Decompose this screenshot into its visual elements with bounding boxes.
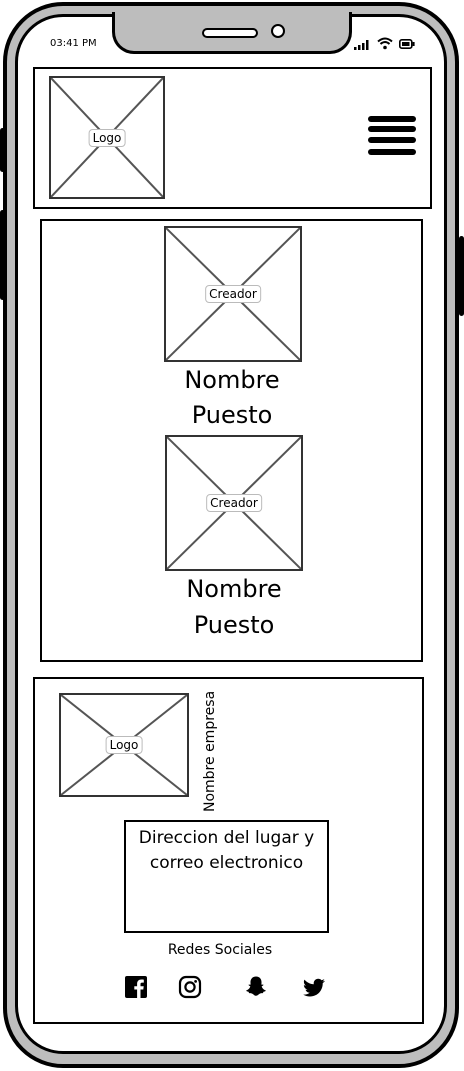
side-button-left-bottom: [0, 210, 5, 300]
instagram-icon[interactable]: [178, 975, 202, 999]
status-time: 03:41 PM: [50, 38, 97, 49]
twitter-icon[interactable]: [302, 976, 326, 1000]
side-button-left-top: [0, 128, 5, 172]
logo-label: Logo: [88, 128, 126, 147]
creator-image-2[interactable]: Creador: [165, 435, 303, 571]
creator-image-1[interactable]: Creador: [164, 226, 302, 362]
creator-role-1: Puesto: [191, 401, 273, 429]
signal-icon: [354, 40, 369, 50]
social-title: Redes Sociales: [167, 942, 273, 958]
creator-image-label: Creador: [205, 285, 261, 303]
wifi-icon: [377, 37, 393, 50]
header-logo[interactable]: Logo: [49, 76, 165, 199]
menu-line-1: [368, 116, 416, 122]
company-name: Nombre empresa: [202, 690, 218, 812]
snapchat-icon[interactable]: [244, 975, 268, 999]
facebook-icon[interactable]: [124, 975, 148, 999]
footer-logo[interactable]: Logo: [59, 693, 189, 797]
address-line-2: correo electronico: [149, 853, 304, 873]
menu-line-2: [368, 126, 416, 132]
creator-name-1: Nombre: [184, 366, 280, 394]
menu-line-3: [368, 137, 416, 143]
creator-role-2: Puesto: [193, 611, 275, 639]
address-box: Direccion del lugar y correo electronico: [124, 820, 329, 933]
menu-line-4: [368, 149, 416, 155]
logo-label: Logo: [105, 736, 143, 754]
creator-image-label: Creador: [206, 494, 262, 512]
creator-name-2: Nombre: [186, 575, 282, 603]
front-camera: [271, 24, 285, 38]
battery-icon: [399, 39, 415, 49]
address-line-1: Direccion del lugar y: [138, 828, 315, 848]
side-button-right: [459, 236, 464, 316]
speaker-grill: [202, 28, 258, 38]
